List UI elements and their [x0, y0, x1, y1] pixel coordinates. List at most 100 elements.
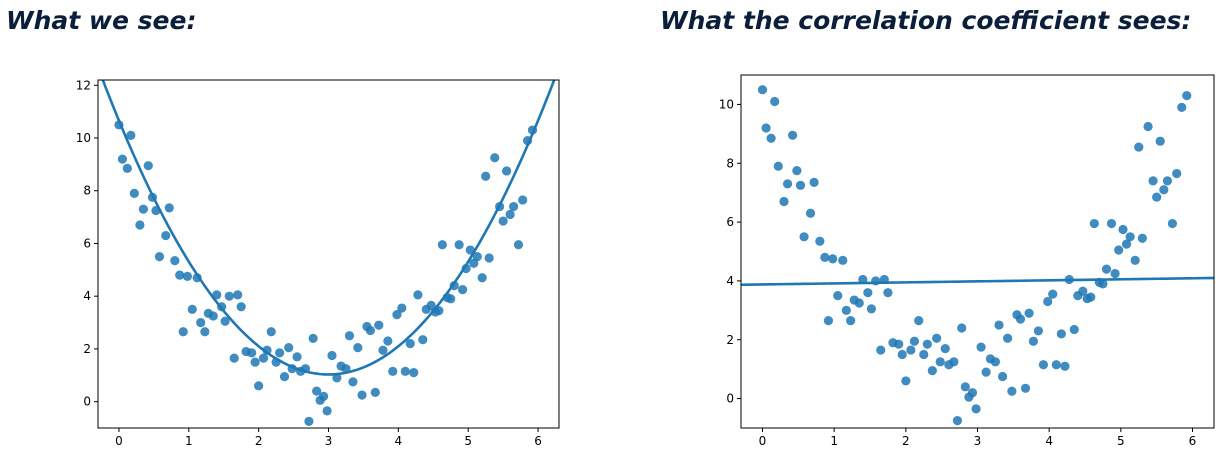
x-tick-label: 2 — [255, 434, 263, 448]
data-point — [981, 367, 991, 377]
data-point — [505, 209, 515, 220]
data-point — [866, 304, 877, 314]
data-point — [841, 305, 851, 315]
data-point — [208, 311, 218, 321]
y-tick-label: 8 — [83, 184, 91, 198]
data-point — [254, 381, 264, 391]
data-point — [224, 291, 234, 301]
data-point — [458, 284, 468, 295]
data-point — [247, 348, 257, 358]
data-point — [258, 353, 269, 363]
data-point — [477, 273, 487, 283]
data-point — [1130, 255, 1140, 265]
data-point — [378, 345, 388, 355]
data-point — [518, 195, 528, 205]
data-point — [1015, 314, 1026, 324]
data-point — [1148, 176, 1158, 186]
data-point — [876, 345, 886, 355]
data-point — [454, 240, 464, 250]
data-point — [1003, 333, 1013, 343]
data-point — [782, 179, 793, 189]
data-point — [971, 404, 981, 414]
data-point — [854, 298, 864, 308]
data-point — [1033, 326, 1044, 336]
data-point — [308, 333, 318, 343]
data-point — [154, 252, 165, 262]
data-point — [906, 345, 916, 355]
y-tick-label: 8 — [726, 156, 734, 170]
x-tick-label: 2 — [902, 434, 910, 448]
data-point — [838, 255, 848, 265]
data-point — [922, 339, 932, 349]
x-tick-label: 5 — [1117, 434, 1125, 448]
data-point — [502, 166, 512, 176]
data-point — [117, 154, 128, 164]
left-heading: What we see: — [6, 6, 197, 35]
data-point — [405, 339, 415, 349]
x-tick-label: 0 — [115, 434, 123, 448]
data-point — [178, 327, 188, 337]
right-heading: What the correlation coefficient sees: — [660, 6, 1192, 35]
data-point — [960, 382, 970, 392]
data-point — [1051, 360, 1061, 370]
data-point — [863, 288, 873, 298]
data-point — [236, 302, 246, 312]
data-point — [229, 353, 239, 363]
data-point — [484, 253, 494, 263]
data-point — [413, 290, 423, 300]
x-tick-label: 5 — [464, 434, 472, 448]
data-point — [1106, 218, 1117, 229]
data-point — [220, 316, 230, 326]
y-tick-label: 10 — [76, 131, 91, 145]
data-point — [1159, 185, 1169, 195]
data-point — [170, 255, 180, 266]
data-point — [279, 371, 290, 382]
data-point — [1110, 268, 1120, 279]
data-point — [1069, 324, 1079, 335]
data-point — [418, 335, 428, 345]
data-point — [1056, 329, 1066, 339]
axes-frame — [740, 74, 1215, 429]
data-point — [164, 203, 174, 213]
data-point — [250, 357, 260, 367]
x-tick-label: 4 — [1045, 434, 1053, 448]
y-tick-label: 6 — [726, 215, 734, 229]
data-point — [122, 163, 132, 173]
data-point — [1167, 218, 1178, 229]
data-point — [1078, 286, 1088, 296]
data-point — [383, 336, 393, 346]
data-point — [187, 304, 197, 314]
data-point — [940, 343, 950, 354]
data-point — [994, 320, 1004, 330]
data-point — [348, 377, 358, 387]
data-point — [200, 327, 210, 337]
data-point — [927, 366, 937, 376]
data-point — [1118, 224, 1128, 235]
data-point — [1098, 279, 1108, 289]
data-point — [779, 196, 789, 207]
data-point — [426, 300, 436, 311]
data-point — [792, 166, 802, 176]
data-point — [1137, 233, 1147, 243]
axes-frame — [97, 79, 560, 429]
data-point — [400, 366, 410, 376]
data-point — [397, 303, 407, 313]
data-point — [322, 406, 332, 416]
data-point — [388, 366, 398, 376]
data-point — [952, 416, 963, 426]
data-point — [795, 180, 806, 190]
data-point — [894, 339, 904, 349]
data-point — [805, 208, 816, 218]
y-tick-label: 2 — [83, 342, 91, 356]
y-tick-label: 0 — [83, 395, 91, 409]
data-point — [1162, 176, 1173, 186]
y-tick-label: 4 — [726, 274, 734, 288]
y-tick-label: 6 — [83, 236, 91, 250]
data-point — [935, 357, 945, 367]
data-point — [1177, 102, 1187, 112]
data-points — [114, 120, 538, 427]
data-point — [196, 317, 206, 328]
data-point — [883, 288, 893, 298]
data-point — [319, 391, 329, 401]
